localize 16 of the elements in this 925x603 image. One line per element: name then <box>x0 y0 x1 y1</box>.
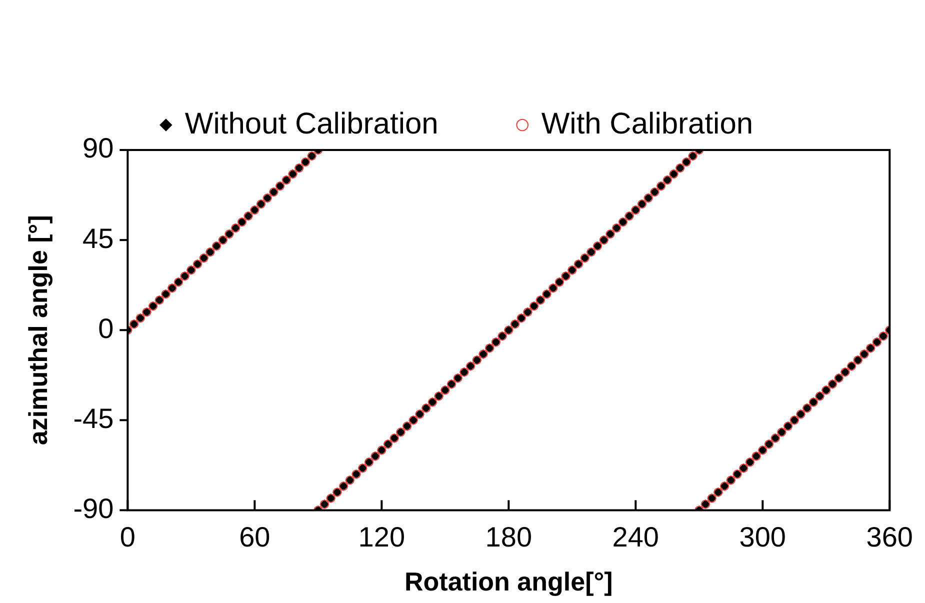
y-tick-label: -90 <box>73 492 114 524</box>
x-tick-label: 300 <box>739 522 786 553</box>
x-tick-label: 0 <box>120 522 136 553</box>
legend-label: Without Calibration <box>184 107 438 140</box>
x-axis-title: Rotation angle[°] <box>404 566 613 597</box>
legend-label: With Calibration <box>541 107 754 140</box>
y-tick-label: -45 <box>73 402 114 434</box>
y-axis-title: azimuthal angle [°] <box>22 215 53 446</box>
x-tick-label: 180 <box>485 522 532 553</box>
y-tick-label: 0 <box>98 312 114 344</box>
x-tick-label: 60 <box>239 522 270 553</box>
x-tick-label: 120 <box>358 522 406 553</box>
y-tick-label: 90 <box>82 132 114 164</box>
x-tick-label: 240 <box>612 522 660 553</box>
y-tick-label: 45 <box>82 222 114 254</box>
x-tick-label: 360 <box>866 522 913 553</box>
